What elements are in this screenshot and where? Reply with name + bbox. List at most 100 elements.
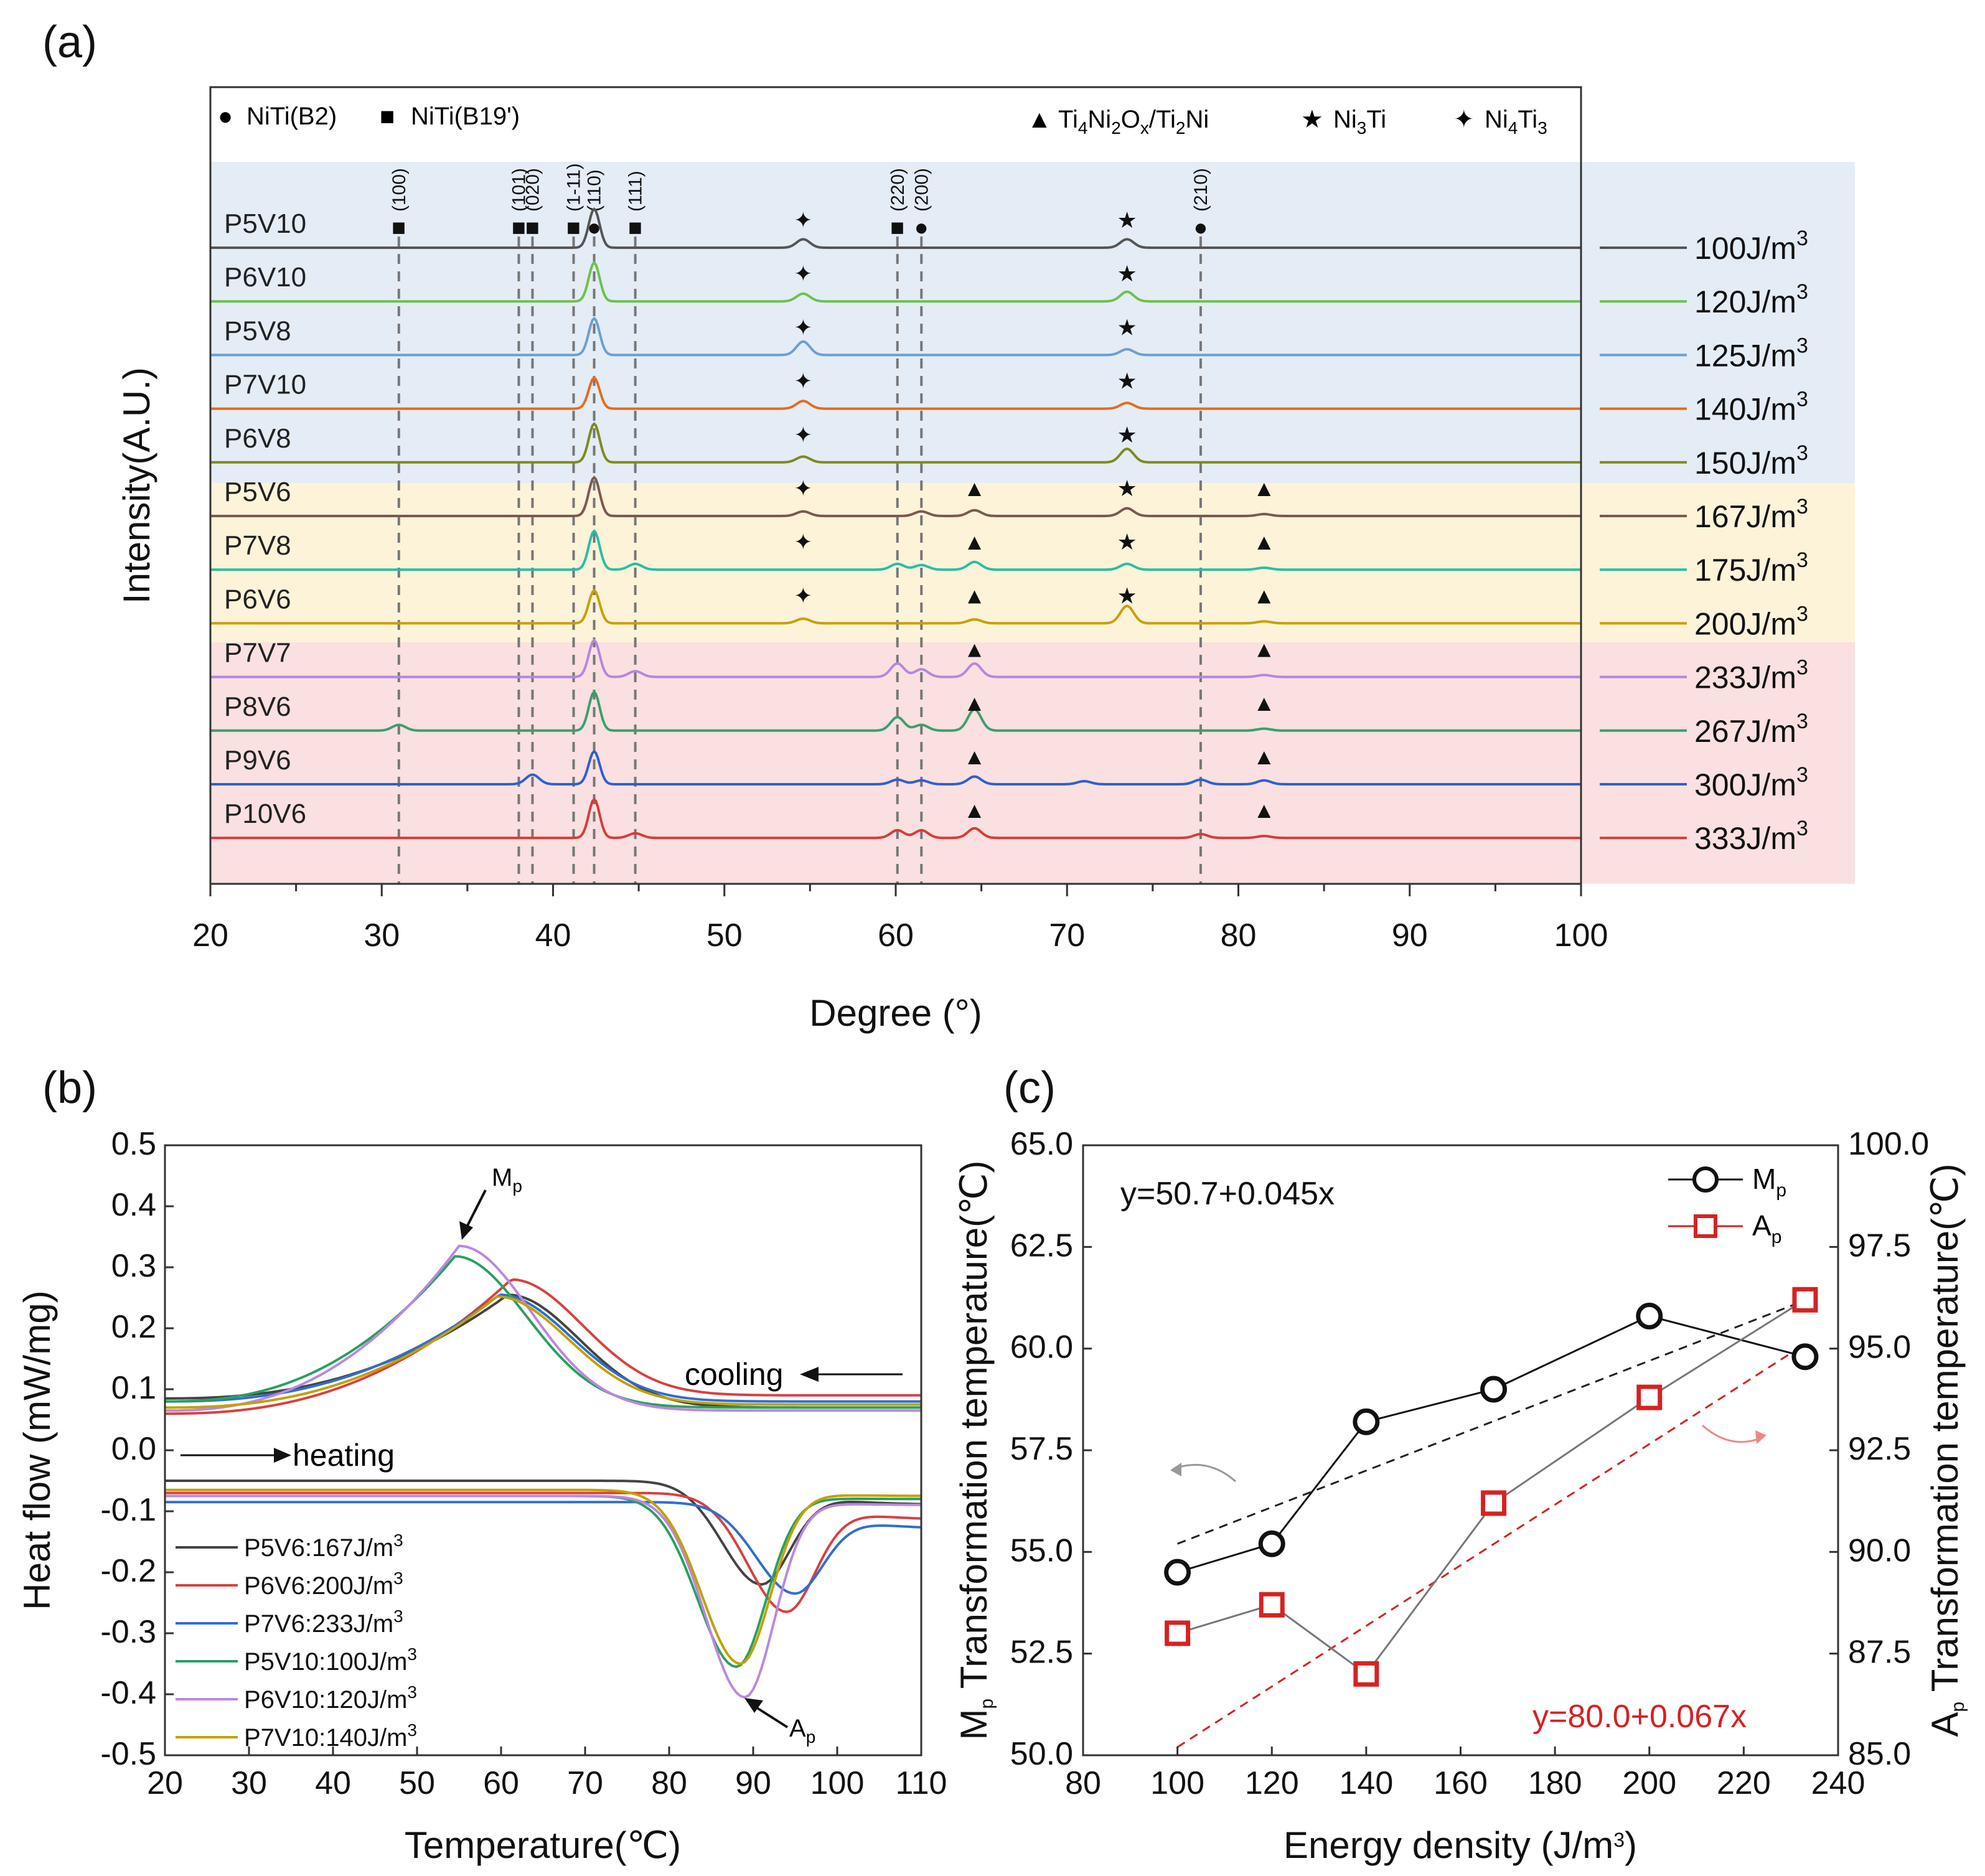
c-x-tick-label: 140 bbox=[1339, 1765, 1393, 1801]
dsc-cooling-P7V10 bbox=[165, 1295, 921, 1409]
dsc-y-tick-label: -0.3 bbox=[100, 1614, 156, 1650]
dsc-legend-label-1: P6V6:200J/m3 bbox=[244, 1569, 403, 1600]
legend-b19-label: NiTi(B19') bbox=[411, 103, 520, 130]
mp-point bbox=[1791, 1343, 1819, 1371]
xrd-x-tick-label: 50 bbox=[706, 917, 743, 954]
xrd-peak-marker: ▲ bbox=[1253, 476, 1275, 501]
fit-ap-equation: y=80.0+0.067x bbox=[1532, 1699, 1747, 1735]
xrd-legend: ● NiTi(B2) ■ NiTi(B19') ▲ Ti4Ni2Ox/Ti2Ni… bbox=[218, 103, 1547, 138]
xrd-peak-marker: ✦ bbox=[794, 422, 812, 448]
xrd-sample-label-P7V8: P7V8 bbox=[224, 530, 291, 561]
dsc-panel: 20 30 40 50 60 70 80 90 100 110 -0.5 -0.4 -0.3 -0.2 -0… bbox=[16, 1126, 947, 1866]
right-y-label: Ap Transformation temperature(℃) bbox=[1924, 1163, 1968, 1737]
legend-ap-marker bbox=[1694, 1214, 1717, 1238]
xrd-trace-P6V6 bbox=[210, 588, 1581, 625]
dsc-y-tick-label: 0.5 bbox=[111, 1126, 156, 1162]
xrd-energy-label-P6V10: 120J/m3 bbox=[1694, 280, 1808, 319]
xrd-peak-marker: ✦ bbox=[794, 207, 812, 233]
reference-hkl-4: (110) bbox=[584, 169, 605, 212]
dsc-cooling-P6V6 bbox=[165, 1278, 921, 1415]
legend-ti4ni2ox-label: Ti4Ni2Ox/Ti2Ni bbox=[1058, 106, 1209, 138]
dsc-y-tick-label: 0.2 bbox=[111, 1309, 156, 1345]
xrd-peak-marker: ▲ bbox=[1253, 583, 1275, 608]
mp-point bbox=[1480, 1376, 1508, 1403]
reference-lines: ■(100)■(101)■(020)■(1-11)●(110)■(111)■(2… bbox=[389, 163, 1211, 884]
xrd-peak-marker: ▲ bbox=[1253, 529, 1275, 555]
c-x-tick-label: 240 bbox=[1811, 1765, 1865, 1801]
dsc-x-tick-label: 80 bbox=[651, 1765, 687, 1801]
transformation-ticks: 80 100 120 140 160 180 200 220 240 50.0 52.5 55.0 57… bbox=[1010, 1126, 1929, 1801]
band-bg-pink-right bbox=[1581, 642, 1855, 884]
reference-marker-2: ■ bbox=[525, 215, 540, 241]
dsc-x-tick-label: 110 bbox=[896, 1765, 947, 1801]
dsc-x-tick-label: 100 bbox=[810, 1765, 865, 1801]
ap-point bbox=[1165, 1620, 1191, 1646]
dsc-x-tick-label: 30 bbox=[231, 1765, 267, 1801]
ap-point bbox=[1353, 1661, 1379, 1687]
xrd-trace-P7V7 bbox=[210, 638, 1581, 678]
legend-ni3ti-symbol: ★ bbox=[1301, 106, 1323, 133]
xrd-x-tick-label: 70 bbox=[1049, 917, 1085, 954]
c-x-tick-label: 120 bbox=[1245, 1765, 1299, 1801]
xrd-energy-label-P7V7: 233J/m3 bbox=[1694, 656, 1808, 695]
mp-fit-line bbox=[1177, 1299, 1806, 1545]
band-bg-blue bbox=[210, 162, 1581, 483]
dsc-x-tick-label: 40 bbox=[315, 1765, 351, 1801]
xrd-trace-P5V10 bbox=[210, 207, 1581, 249]
c-x-tick-label: 160 bbox=[1434, 1765, 1488, 1801]
xrd-sample-label-P5V6: P5V6 bbox=[224, 477, 291, 507]
xrd-peak-marker: ✦ bbox=[794, 261, 812, 286]
left-axis-indicator-head bbox=[1170, 1463, 1181, 1476]
left-axis-indicator bbox=[1173, 1463, 1236, 1483]
reference-hkl-8: (210) bbox=[1191, 168, 1211, 212]
xrd-trace-P8V6 bbox=[210, 690, 1581, 732]
reference-hkl-6: (220) bbox=[888, 168, 908, 212]
panel-label-c: (c) bbox=[1003, 1063, 1056, 1113]
c-left-tick-label: 57.5 bbox=[1010, 1431, 1073, 1467]
transformation-plot-frame bbox=[1082, 1144, 1839, 1756]
dsc-x-tick-label: 20 bbox=[147, 1765, 183, 1801]
legend-ni4ti3-label: Ni4Ti3 bbox=[1485, 106, 1547, 138]
xrd-panel: ■(100)■(101)■(020)■(1-11)●(110)■(111)■(2… bbox=[116, 86, 1855, 1034]
c-right-tick-label: 85.0 bbox=[1848, 1736, 1911, 1772]
legend-mp-label: Mp bbox=[1752, 1163, 1786, 1201]
xrd-peak-marker: ✦ bbox=[794, 368, 812, 394]
xrd-peak-marker: ★ bbox=[1117, 476, 1137, 501]
mp-point bbox=[1164, 1559, 1191, 1586]
dsc-heating-P7V6 bbox=[165, 1501, 922, 1595]
mp-arrow bbox=[464, 1189, 487, 1230]
xrd-sample-label-P6V6: P6V6 bbox=[224, 584, 291, 614]
band-bg-yellow-right bbox=[1581, 483, 1855, 642]
dsc-x-label: Temperature(℃) bbox=[405, 1824, 681, 1866]
xrd-energy-label-P8V6: 267J/m3 bbox=[1694, 710, 1808, 749]
dsc-heating-P6V6 bbox=[165, 1491, 922, 1613]
ap-series-line bbox=[1177, 1298, 1806, 1676]
xrd-peak-marker: ▲ bbox=[1253, 690, 1275, 716]
c-right-tick-label: 95.0 bbox=[1848, 1330, 1911, 1366]
c-right-tick-label: 92.5 bbox=[1848, 1431, 1911, 1467]
transformation-x-label: Energy density (J/m3) bbox=[1283, 1824, 1637, 1866]
xrd-peak-marker: ▲ bbox=[964, 637, 986, 662]
dsc-legend-label-5: P7V10:140J/m3 bbox=[244, 1720, 417, 1752]
ap-arrow bbox=[752, 1704, 789, 1728]
reference-marker-3: ■ bbox=[566, 215, 581, 241]
dsc-x-tick-label: 90 bbox=[735, 1765, 771, 1801]
xrd-trace-P7V8 bbox=[210, 529, 1581, 571]
xrd-trace-P6V8 bbox=[210, 421, 1581, 464]
xrd-peak-marker: ▲ bbox=[964, 690, 986, 716]
c-right-tick-label: 87.5 bbox=[1848, 1634, 1911, 1671]
xrd-peak-marker: ★ bbox=[1117, 583, 1137, 608]
ap-arrow-head bbox=[744, 1698, 763, 1713]
panel-label-a: (a) bbox=[42, 17, 97, 67]
heating-arrow-head bbox=[274, 1448, 291, 1463]
c-left-tick-label: 60.0 bbox=[1010, 1330, 1073, 1366]
dsc-legend-label-3: P5V10:100J/m3 bbox=[244, 1644, 417, 1676]
dsc-x-tick-label: 60 bbox=[483, 1765, 519, 1801]
legend-ni3ti-label: Ni3Ti bbox=[1333, 106, 1386, 138]
dsc-cooling-P6V10 bbox=[165, 1244, 921, 1412]
transformation-content bbox=[1164, 1287, 1819, 1748]
xrd-x-tick-label: 80 bbox=[1221, 917, 1257, 954]
c-x-tick-label: 220 bbox=[1717, 1765, 1771, 1801]
ap-point bbox=[1259, 1592, 1285, 1618]
